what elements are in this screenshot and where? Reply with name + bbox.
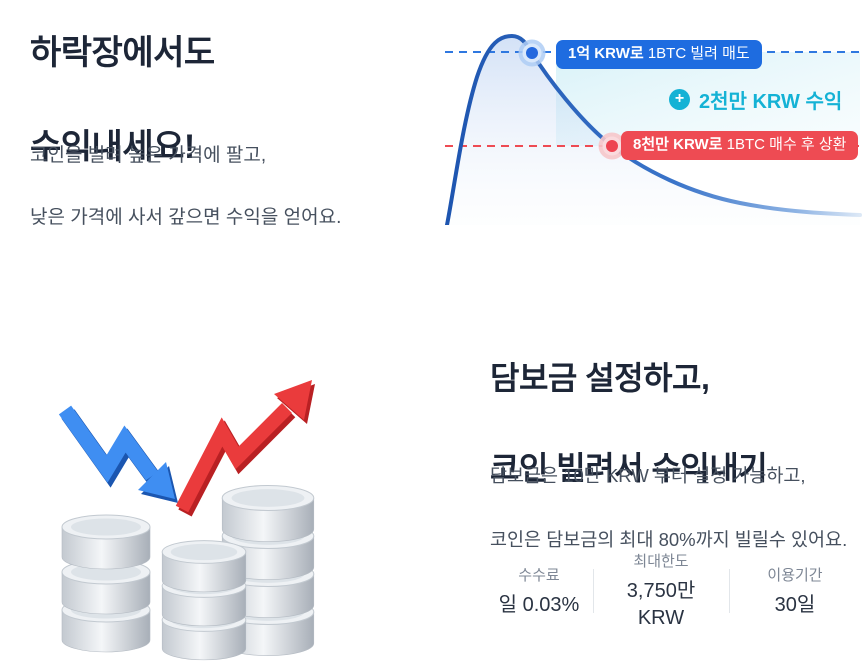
up-arrow-icon xyxy=(175,380,315,517)
coin-stack-left xyxy=(61,514,151,653)
coins-arrows-svg xyxy=(58,380,315,661)
buy-badge-action: 1BTC 매수 후 상환 xyxy=(722,136,847,153)
sell-badge: 1억 KRW로 1BTC 빌려 매도 xyxy=(556,40,762,69)
stat-max-limit: 최대한도 3,750만 KRW xyxy=(594,550,728,632)
price-curve xyxy=(445,33,862,225)
feature-desc-line1: 담보금은 10만 KRW 부터 설정 가능하고, xyxy=(490,465,806,486)
stat-divider xyxy=(592,569,594,613)
stat-max-limit-amount: 3,750만 xyxy=(626,580,696,602)
buy-badge-amount: 8천만 KRW로 xyxy=(633,136,723,153)
hero-desc-line1: 코인을 빌려 높은 가격에 팔고, xyxy=(30,145,267,166)
feature-desc-line2: 코인은 담보금의 최대 80%까지 빌릴수 있어요. xyxy=(490,529,848,550)
buy-badge: 8천만 KRW로 1BTC 매수 후 상환 xyxy=(621,131,859,160)
stat-fee-value: 일 0.03% xyxy=(498,593,580,616)
price-curve-chart: 1억 KRW로 1BTC 빌려 매도 + 2천만 KRW 수익 8천만 KRW로… xyxy=(435,25,868,225)
hero-title-line2: 수익내세요! xyxy=(30,128,195,166)
feature-title-line1: 담보금 설정하고, xyxy=(490,360,710,396)
stat-max-limit-label: 최대한도 xyxy=(633,553,689,570)
feature-title-line2: 코인 빌려서 수익내기 xyxy=(490,450,768,486)
plus-circle-icon: + xyxy=(669,89,690,110)
stat-period-label: 이용기간 xyxy=(767,566,823,584)
coins-arrows-illustration xyxy=(25,362,415,662)
stat-period: 이용기간 30일 xyxy=(730,564,860,619)
stat-max-limit-currency: KRW xyxy=(637,607,685,629)
stat-fee: 수수료 일 0.03% xyxy=(486,564,592,619)
profit-label: + 2천만 KRW 수익 xyxy=(669,85,842,114)
sell-badge-action: 1BTC 빌려 매도 xyxy=(643,45,750,62)
loan-stats-row: 수수료 일 0.03% 최대한도 3,750만 KRW 이용기간 30일 xyxy=(486,550,860,632)
hero-desc-line2: 낮은 가격에 사서 갚으면 수익을 얻어요. xyxy=(30,207,342,228)
stat-divider xyxy=(728,569,730,613)
curve-area-fill xyxy=(447,36,860,225)
coin-stack-middle xyxy=(161,540,247,661)
stat-fee-label: 수수료 xyxy=(518,566,560,584)
sell-badge-amount: 1억 KRW로 xyxy=(568,45,644,62)
feature-title: 담보금 설정하고, 코인 빌려서 수익내기 xyxy=(490,356,768,491)
buy-point-marker xyxy=(598,132,626,160)
profit-text: 2천만 KRW 수익 xyxy=(699,91,843,113)
sell-point-marker xyxy=(518,39,546,67)
hero-description: 코인을 빌려 높은 가격에 팔고, 낮은 가격에 사서 갚으면 수익을 얻어요. xyxy=(30,140,341,233)
hero-title-line1: 하락장에서도 xyxy=(30,34,215,72)
stat-max-limit-value: 3,750만 KRW xyxy=(594,578,728,632)
hero-title: 하락장에서도 수익내세요! xyxy=(30,30,215,171)
feature-description: 담보금은 10만 KRW 부터 설정 가능하고, 코인은 담보금의 최대 80%… xyxy=(490,460,847,556)
stat-period-value: 30일 xyxy=(774,593,816,616)
down-arrow-icon xyxy=(58,405,178,503)
